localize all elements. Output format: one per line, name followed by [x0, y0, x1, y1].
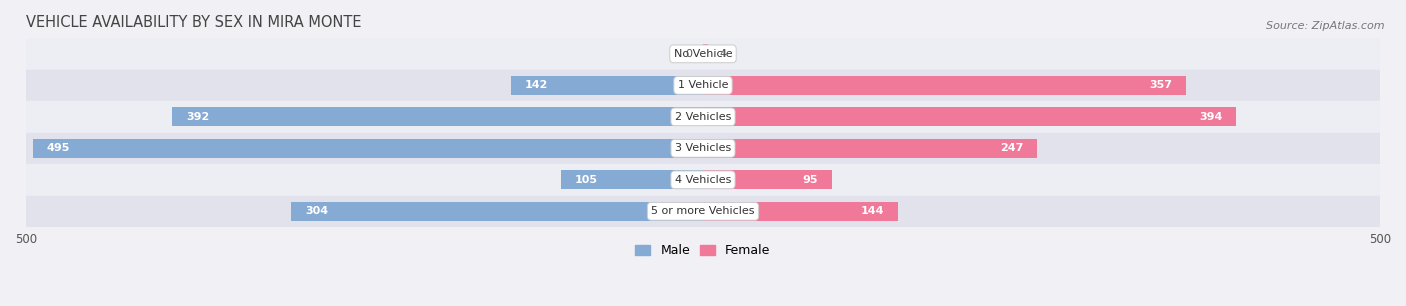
Bar — [510, 76, 703, 95]
Text: 495: 495 — [46, 143, 70, 153]
Bar — [703, 139, 1038, 158]
Text: 4 Vehicles: 4 Vehicles — [675, 175, 731, 185]
Text: Source: ZipAtlas.com: Source: ZipAtlas.com — [1267, 21, 1385, 32]
Bar — [27, 38, 1379, 69]
Text: 247: 247 — [1001, 143, 1024, 153]
Bar — [27, 101, 1379, 132]
Text: 142: 142 — [524, 80, 548, 90]
Text: 5 or more Vehicles: 5 or more Vehicles — [651, 206, 755, 216]
Bar — [173, 107, 703, 126]
Bar — [703, 76, 1187, 95]
Bar — [27, 69, 1379, 101]
Bar — [27, 164, 1379, 196]
Text: 3 Vehicles: 3 Vehicles — [675, 143, 731, 153]
Bar — [561, 170, 703, 189]
Text: 357: 357 — [1150, 80, 1173, 90]
Text: 1 Vehicle: 1 Vehicle — [678, 80, 728, 90]
Bar — [703, 202, 898, 221]
Bar — [291, 202, 703, 221]
Bar — [32, 139, 703, 158]
Text: 304: 304 — [305, 206, 328, 216]
Text: 394: 394 — [1199, 112, 1223, 122]
Text: 105: 105 — [575, 175, 598, 185]
Text: 144: 144 — [860, 206, 884, 216]
Bar — [27, 132, 1379, 164]
Bar — [703, 107, 1236, 126]
Text: No Vehicle: No Vehicle — [673, 49, 733, 59]
Bar — [703, 44, 709, 63]
Text: 2 Vehicles: 2 Vehicles — [675, 112, 731, 122]
Text: 392: 392 — [186, 112, 209, 122]
Bar — [703, 170, 831, 189]
Text: VEHICLE AVAILABILITY BY SEX IN MIRA MONTE: VEHICLE AVAILABILITY BY SEX IN MIRA MONT… — [27, 15, 361, 30]
Bar — [27, 196, 1379, 227]
Text: 4: 4 — [720, 49, 727, 59]
Legend: Male, Female: Male, Female — [630, 239, 776, 262]
Text: 95: 95 — [803, 175, 818, 185]
Text: 0: 0 — [685, 49, 692, 59]
